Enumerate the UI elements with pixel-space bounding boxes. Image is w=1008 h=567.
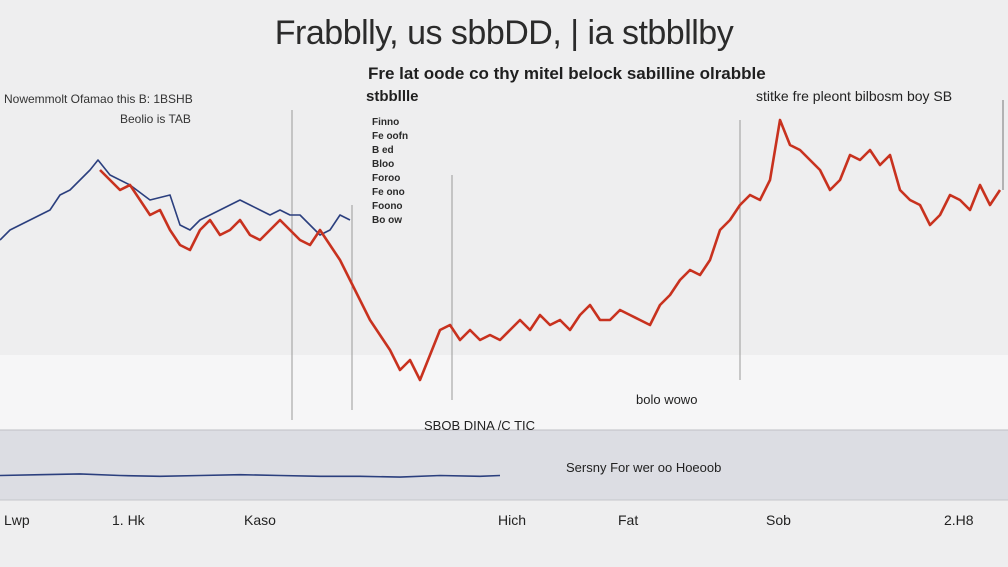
x-tick-label: Hich [498,512,527,528]
right-caption: stitke fre pleont bilbosm boy SB [756,88,953,104]
series-line-0 [0,159,351,241]
x-tick-label: Kaso [244,512,276,528]
x-tick-label: Lwp [4,512,30,528]
left-caption: Nowemmolt Ofamao this B: 1BSHB [4,92,193,106]
legend-entry: Finno [372,117,400,128]
legend-entry: Fe oofn [372,131,409,142]
left-caption-secondary: Beolio is TAB [120,112,191,126]
legend-entry: Bloo [372,159,395,170]
lower-label-1: SBOB DINA /C TIC [424,418,536,433]
x-tick-label: 2.H8 [944,512,974,528]
series-line-2 [0,473,501,478]
legend-entry: B ed [372,145,394,156]
chart-title: Frabblly, us sbbDD, | ia stbbllby [274,14,734,52]
x-tick-label: Fat [618,512,639,528]
legend: Finno Fe oofn B ed Bloo Foroo Fe ono Foo… [372,116,454,228]
upper-table-band [0,355,1008,430]
x-tick-label: 1. Hk [112,512,145,528]
chart-subtitle-line-2: stbbllle [366,88,419,105]
legend-entry: Foroo [372,173,401,184]
chart-subtitle: Fre lat oode co thy mitel belock sabilli… [368,64,766,83]
series-line-1 [99,118,1002,382]
legend-entry: Foono [372,201,403,212]
lower-panel-band [0,430,1008,500]
legend-entry: Fe ono [372,187,405,198]
lower-label-2: Sersny For wer oo Hoeoob [566,460,722,475]
x-tick-label: Sob [766,512,791,528]
legend-entry: Bo ow [372,215,402,226]
lower-band-label: bolo wowo [636,392,698,407]
